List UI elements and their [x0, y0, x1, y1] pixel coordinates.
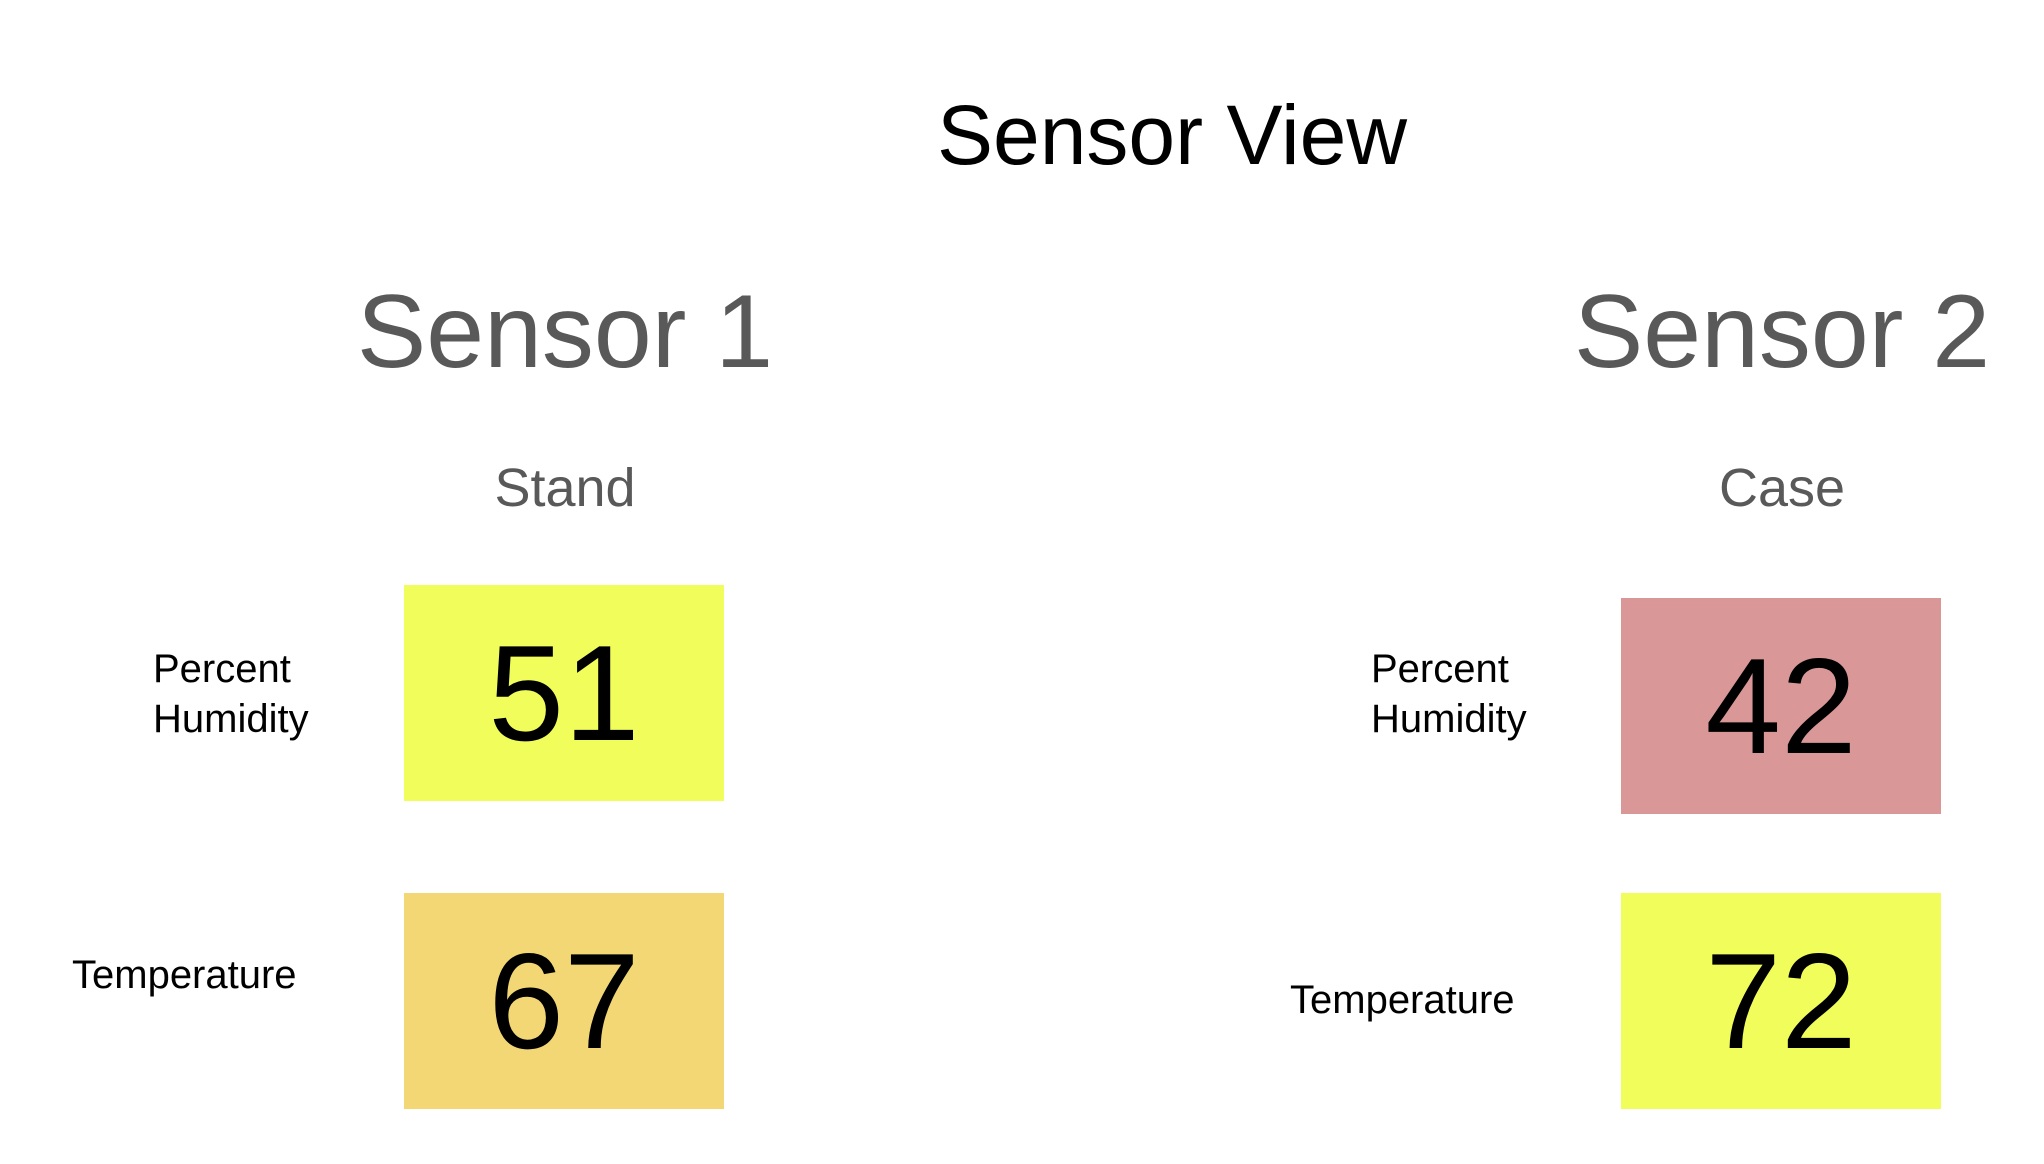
sensor-1-humidity-label: Percent Humidity — [153, 644, 309, 744]
sensor-2-humidity-label: Percent Humidity — [1371, 644, 1527, 744]
humidity-label-line2: Humidity — [1371, 697, 1527, 741]
sensor-1-heading: Sensor 1 — [356, 274, 774, 390]
sensor-2-heading: Sensor 2 — [1573, 274, 1991, 390]
page-title: Sensor View — [936, 88, 1408, 182]
sensor-2-location: Case — [1718, 458, 1846, 518]
sensor-2-temperature-label: Temperature — [1290, 978, 1515, 1022]
sensor-2-temperature-value: 72 — [1621, 893, 1941, 1109]
humidity-label-line1: Percent — [1371, 647, 1509, 691]
sensor-1-temperature-label: Temperature — [72, 953, 297, 997]
sensor-2-humidity-value: 42 — [1621, 598, 1941, 814]
humidity-label-line2: Humidity — [153, 697, 309, 741]
sensor-1-humidity-value: 51 — [404, 585, 724, 801]
humidity-label-line1: Percent — [153, 647, 291, 691]
sensor-1-location: Stand — [494, 458, 636, 518]
sensor-1-temperature-value: 67 — [404, 893, 724, 1109]
